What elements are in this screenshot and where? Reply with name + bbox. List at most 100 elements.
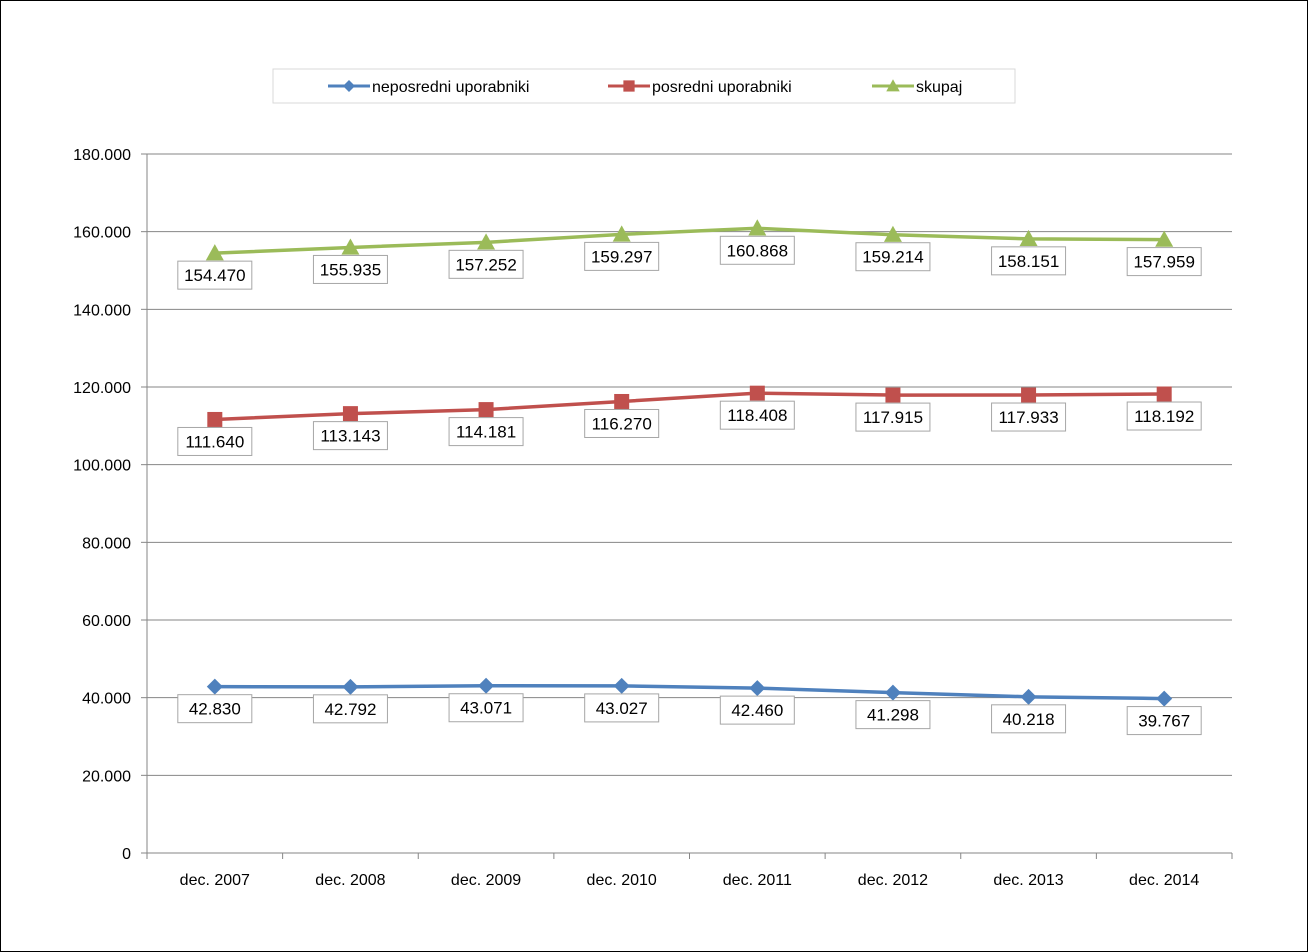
data-label-skupaj: 160.868: [727, 241, 788, 260]
data-label-box: [177, 694, 253, 724]
data-label-skupaj: 157.252: [455, 255, 516, 274]
data-point-posredni-uporabniki: [207, 411, 223, 427]
data-label-box: [855, 700, 931, 730]
y-tick-label: 60.000: [82, 613, 131, 630]
x-tick-label: dec. 2011: [723, 872, 792, 889]
data-point-neposredni-uporabniki: [884, 684, 901, 701]
series-line-posredni-uporabniki: [214, 391, 1165, 422]
data-label-neposredni-uporabniki: 41.298: [867, 706, 919, 725]
data-point-posredni-uporabniki: [1021, 387, 1037, 403]
x-tick-label: dec. 2014: [1129, 872, 1199, 889]
data-label-posredni-uporabniki: 117.933: [998, 408, 1058, 427]
legend-label-skupaj: skupaj: [916, 79, 962, 96]
data-label-skupaj: 158.151: [998, 252, 1059, 271]
data-label-box: [312, 421, 388, 451]
data-label-box: [584, 693, 660, 723]
data-label-neposredni-uporabniki: 42.460: [731, 701, 783, 720]
data-label-posredni-uporabniki: 118.192: [1134, 407, 1194, 426]
data-point-skupaj: [748, 219, 767, 236]
data-label-box: [584, 241, 660, 271]
data-label-box: [448, 417, 524, 447]
legend-marker-posredni-uporabniki: [623, 80, 635, 92]
data-label-box: [312, 694, 388, 724]
series-line-skupaj: [214, 226, 1165, 255]
data-label-posredni-uporabniki: 118.408: [727, 406, 787, 425]
data-point-posredni-uporabniki: [1156, 386, 1172, 402]
series-line-neposredni-uporabniki: [214, 683, 1165, 701]
data-label-box: [448, 249, 524, 279]
x-tick-label: dec. 2007: [180, 872, 250, 889]
data-label-posredni-uporabniki: 111.640: [185, 432, 244, 451]
data-point-posredni-uporabniki: [885, 387, 901, 403]
y-tick-label: 80.000: [82, 535, 131, 552]
data-label-skupaj: 157.959: [1133, 253, 1194, 272]
y-tick-label: 120.000: [73, 380, 131, 397]
y-tick-label: 180.000: [73, 147, 131, 164]
data-point-neposredni-uporabniki: [749, 680, 766, 697]
legend-label-posredni-uporabniki: posredni uporabniki: [652, 79, 792, 96]
x-tick-label: dec. 2013: [993, 872, 1063, 889]
data-point-skupaj: [1155, 230, 1174, 247]
legend-label-neposredni-uporabniki: neposredni uporabniki: [372, 79, 529, 96]
data-label-box: [1126, 247, 1202, 277]
data-label-posredni-uporabniki: 116.270: [592, 414, 652, 433]
data-point-posredni-uporabniki: [342, 406, 358, 422]
data-point-neposredni-uporabniki: [342, 678, 359, 695]
data-label-box: [719, 400, 795, 430]
y-tick-label: 160.000: [73, 225, 131, 242]
data-label-neposredni-uporabniki: 43.071: [460, 699, 512, 718]
data-label-box: [448, 693, 524, 723]
data-label-box: [719, 235, 795, 265]
data-point-skupaj: [612, 225, 631, 242]
y-tick-label: 20.000: [82, 768, 131, 785]
data-label-posredni-uporabniki: 114.181: [456, 423, 516, 442]
data-point-skupaj: [1019, 229, 1038, 247]
data-point-posredni-uporabniki: [749, 385, 765, 401]
data-label-box: [1126, 706, 1202, 736]
data-point-skupaj: [477, 233, 496, 250]
data-label-box: [991, 704, 1067, 734]
data-label-box: [1126, 401, 1202, 431]
legend-marker-skupaj: [886, 79, 900, 92]
data-point-neposredni-uporabniki: [478, 677, 495, 694]
data-label-posredni-uporabniki: 117.915: [863, 408, 923, 427]
data-label-neposredni-uporabniki: 40.218: [1003, 710, 1055, 729]
y-tick-label: 40.000: [82, 691, 131, 708]
x-tick-label: dec. 2010: [587, 872, 657, 889]
y-tick-label: 100.000: [73, 458, 131, 475]
data-label-box: [855, 242, 931, 272]
data-label-skupaj: 155.935: [320, 260, 381, 279]
data-point-posredni-uporabniki: [614, 393, 630, 409]
data-label-box: [719, 695, 795, 725]
data-point-posredni-uporabniki: [478, 402, 494, 418]
data-label-skupaj: 154.470: [184, 266, 245, 285]
y-tick-label: 0: [122, 846, 131, 863]
legend-marker-neposredni-uporabniki: [343, 80, 355, 92]
data-point-neposredni-uporabniki: [613, 677, 630, 694]
data-point-skupaj: [883, 225, 902, 242]
data-label-posredni-uporabniki: 113.143: [320, 427, 380, 446]
x-tick-label: dec. 2012: [858, 872, 928, 889]
data-label-skupaj: 159.297: [591, 247, 652, 266]
data-label-neposredni-uporabniki: 43.027: [596, 699, 648, 718]
data-point-neposredni-uporabniki: [1156, 690, 1173, 707]
data-point-skupaj: [205, 244, 224, 261]
x-tick-label: dec. 2009: [451, 872, 521, 889]
data-label-neposredni-uporabniki: 42.830: [189, 700, 241, 719]
x-tick-label: dec. 2008: [315, 872, 385, 889]
data-label-box: [177, 260, 253, 290]
data-label-box: [991, 402, 1067, 432]
data-label-neposredni-uporabniki: 39.767: [1138, 712, 1190, 731]
data-point-neposredni-uporabniki: [206, 678, 223, 695]
data-label-neposredni-uporabniki: 42.792: [324, 700, 376, 719]
data-point-neposredni-uporabniki: [1020, 688, 1037, 705]
y-tick-label: 140.000: [73, 302, 131, 319]
data-label-skupaj: 159.214: [862, 248, 923, 267]
data-label-box: [855, 402, 931, 432]
data-label-box: [991, 246, 1067, 276]
data-point-skupaj: [341, 238, 360, 255]
data-label-box: [177, 426, 253, 456]
data-label-box: [584, 408, 660, 438]
